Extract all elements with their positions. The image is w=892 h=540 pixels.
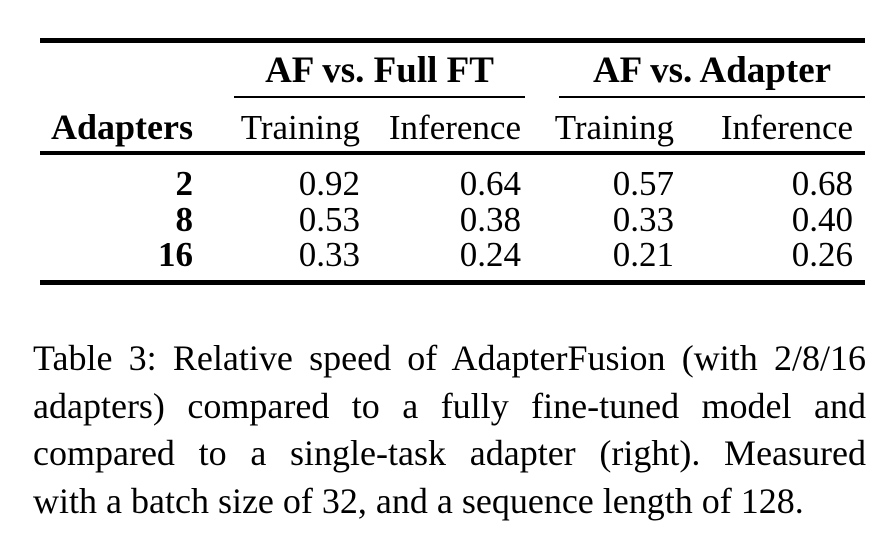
table-cell: 0.26 xyxy=(791,234,854,274)
table-cell: 0.68 xyxy=(791,163,854,203)
caption-line: Table 3: Relative speed of AdapterFusion… xyxy=(33,338,866,378)
column-header-inference-fullft: Inference xyxy=(362,97,525,155)
table-cell: 0.38 xyxy=(459,199,521,239)
table-cell: 0.21 xyxy=(612,234,674,274)
table-cell: 0.64 xyxy=(459,163,521,203)
adapterfusion-speed-table: AF vs. Full FT AF vs. Adapter Adapters T… xyxy=(40,38,866,285)
table-cell: 0.57 xyxy=(612,163,674,203)
group-header-af-vs-full-ft: AF vs. Full FT xyxy=(200,41,525,98)
group-header-af-vs-adapter: AF vs. Adapter xyxy=(525,41,866,98)
row-label: 2 xyxy=(175,163,194,203)
column-header-inference-adapter: Inference xyxy=(680,97,866,155)
row-label: 8 xyxy=(175,199,194,239)
column-header-training-fullft: Training xyxy=(200,97,362,155)
row-label: 16 xyxy=(158,234,193,274)
group-header-label: AF vs. Full FT xyxy=(234,52,525,98)
column-header-training-adapter: Training xyxy=(525,97,680,155)
table-cell: 0.24 xyxy=(459,234,521,274)
table-row-16-adapters: 16 0.33 0.24 0.21 0.26 xyxy=(40,237,865,283)
table-cell: 0.92 xyxy=(298,163,360,203)
table-cell: 0.40 xyxy=(791,199,854,239)
table-cell: 0.33 xyxy=(298,234,360,274)
empty-corner-cell xyxy=(40,41,200,98)
caption-line: adapters) compared to a fully fine-tuned… xyxy=(33,385,866,426)
column-header-row: Adapters Training Inference Training Inf… xyxy=(40,97,866,155)
results-table-figure: AF vs. Full FT AF vs. Adapter Adapters T… xyxy=(40,38,866,285)
column-header-adapters: Adapters xyxy=(40,97,200,155)
caption-line: compared to a single-task adapter (right… xyxy=(33,433,866,474)
table-cell: 0.53 xyxy=(298,199,360,239)
caption-line: with a batch size of 32, and a sequence … xyxy=(33,480,804,521)
table-row-8-adapters: 8 0.53 0.38 0.33 0.40 xyxy=(40,201,865,237)
group-header-label: AF vs. Adapter xyxy=(559,52,866,98)
table-row-2-adapters: 2 0.92 0.64 0.57 0.68 xyxy=(40,153,865,201)
group-header-row: AF vs. Full FT AF vs. Adapter xyxy=(40,41,866,98)
table-cell: 0.33 xyxy=(612,199,674,239)
table-caption: Table 3: Relative speed of AdapterFusion… xyxy=(33,335,866,525)
